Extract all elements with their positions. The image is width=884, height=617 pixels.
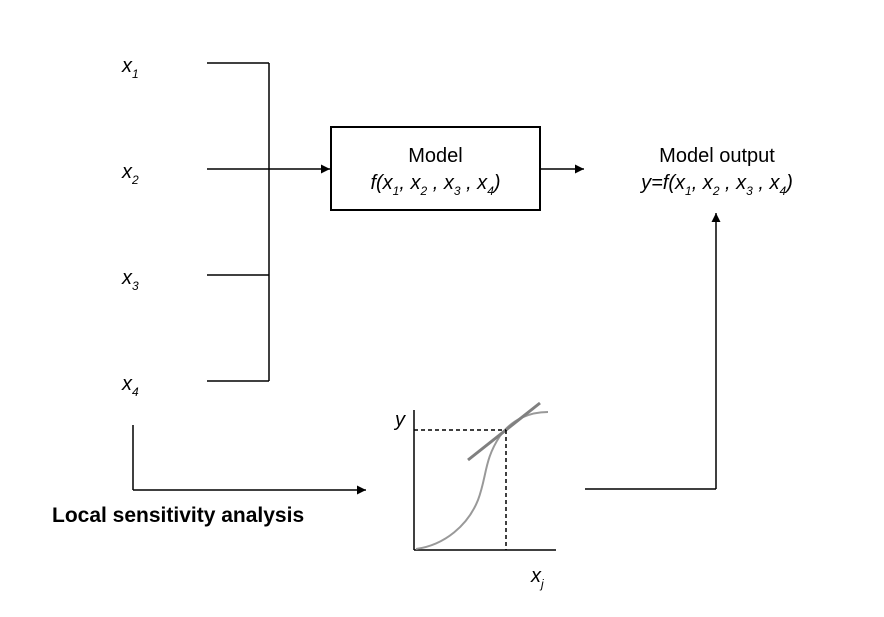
inset-tangent-line xyxy=(467,401,541,462)
inset-plot xyxy=(413,401,556,551)
analysis-label: Local sensitivity analysis xyxy=(52,504,305,527)
inset-curve xyxy=(415,411,549,550)
output-function: y=f(x1, x2 , x3 , x4) xyxy=(641,172,793,198)
input-label-x1: x1 xyxy=(122,55,139,81)
model-box xyxy=(330,126,541,211)
output-title: Model output xyxy=(659,145,775,167)
inset-x-label: xj xyxy=(531,565,544,591)
input-label-x3: x3 xyxy=(122,267,139,293)
model-title: Model xyxy=(408,145,463,167)
input-label-x2: x2 xyxy=(122,161,139,187)
model-function: f(x1, x2 , x3 , x4) xyxy=(370,172,501,198)
input-label-x4: x4 xyxy=(122,373,139,399)
inset-y-label: y xyxy=(395,409,405,431)
